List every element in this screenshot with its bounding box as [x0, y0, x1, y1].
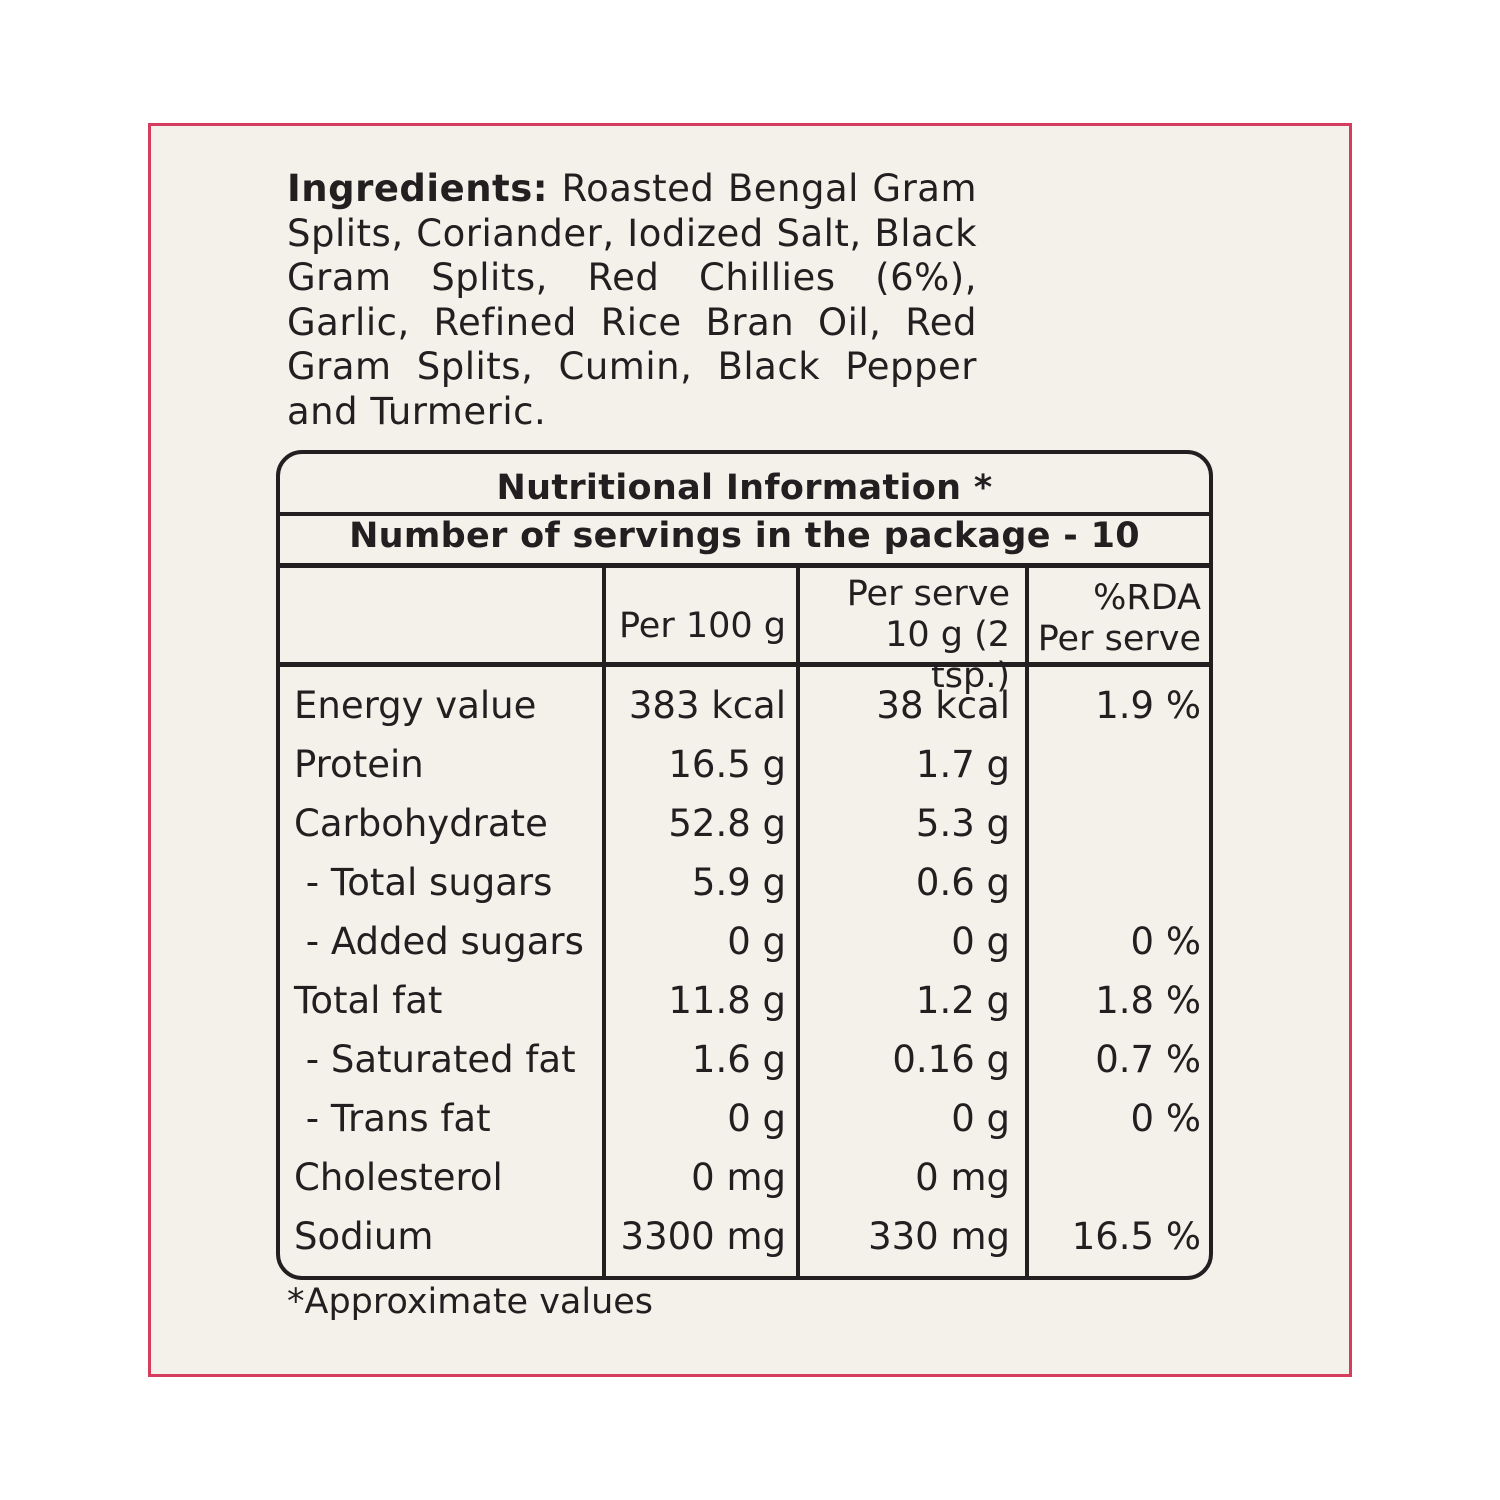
- per-100g-value: 0 g: [727, 1097, 786, 1140]
- rda-value: 1.8 %: [1095, 979, 1201, 1022]
- column-header-per-serve: Per serve 10 g (2 tsp.): [800, 574, 1010, 697]
- per-serve-value: 38 kcal: [876, 684, 1010, 727]
- rda-value: 16.5 %: [1071, 1215, 1201, 1258]
- per-serve-value: 0.6 g: [915, 861, 1010, 904]
- column-header-per-serve-line1: Per serve: [846, 574, 1010, 614]
- per-100g-value: 16.5 g: [668, 743, 786, 786]
- column-header-rda-line2: Per serve: [1037, 619, 1201, 659]
- per-100g-value: 11.8 g: [668, 979, 786, 1022]
- per-serve-value: 330 mg: [868, 1215, 1010, 1258]
- column-divider: [602, 568, 606, 1276]
- footnote: *Approximate values: [287, 1282, 654, 1322]
- rda-value: 0 %: [1130, 1097, 1201, 1140]
- nutrient-name: - Trans fat: [294, 1097, 491, 1140]
- per-100g-value: 3300 mg: [620, 1215, 786, 1258]
- column-header-rda-line1: %RDA: [1093, 578, 1201, 618]
- nutrient-name: - Total sugars: [294, 861, 553, 904]
- per-serve-value: 1.2 g: [915, 979, 1010, 1022]
- ingredients-block: Ingredients: Roasted Bengal Gram Splits,…: [287, 167, 977, 434]
- per-serve-value: 5.3 g: [915, 802, 1010, 845]
- per-100g-value: 383 kcal: [628, 684, 786, 727]
- divider: [280, 563, 1209, 568]
- divider: [280, 662, 1209, 667]
- column-header-per-100g: Per 100 g: [618, 606, 786, 646]
- nutrient-name: Cholesterol: [294, 1156, 503, 1199]
- per-serve-value: 0 g: [951, 1097, 1010, 1140]
- per-serve-value: 0 g: [951, 920, 1010, 963]
- nutrition-table: Nutritional Information * Number of serv…: [276, 450, 1213, 1280]
- per-serve-value: 1.7 g: [915, 743, 1010, 786]
- column-header-rda: %RDA Per serve: [1029, 578, 1201, 660]
- servings-count: Number of servings in the package - 10: [349, 516, 1140, 556]
- nutrient-name: Protein: [294, 743, 424, 786]
- nutrient-name: - Saturated fat: [294, 1038, 576, 1081]
- nutrient-name: Sodium: [294, 1215, 434, 1258]
- rda-value: 1.9 %: [1095, 684, 1201, 727]
- ingredients-text: Roasted Bengal Gram Splits, Coriander, I…: [287, 167, 977, 433]
- per-100g-value: 1.6 g: [691, 1038, 786, 1081]
- per-100g-value: 0 g: [727, 920, 786, 963]
- nutrition-title: Nutritional Information *: [496, 468, 993, 508]
- per-serve-value: 0 mg: [915, 1156, 1010, 1199]
- nutrient-name: - Added sugars: [294, 920, 584, 963]
- column-divider: [1025, 568, 1029, 1276]
- per-100g-value: 0 mg: [691, 1156, 786, 1199]
- nutrient-name: Total fat: [294, 979, 443, 1022]
- rda-value: 0.7 %: [1095, 1038, 1201, 1081]
- per-serve-value: 0.16 g: [892, 1038, 1010, 1081]
- label-panel: [148, 123, 1352, 1377]
- ingredients-label: Ingredients:: [287, 167, 549, 210]
- divider: [280, 512, 1209, 516]
- nutrient-name: Energy value: [294, 684, 537, 727]
- per-100g-value: 52.8 g: [668, 802, 786, 845]
- column-divider: [796, 568, 800, 1276]
- nutrient-name: Carbohydrate: [294, 802, 548, 845]
- rda-value: 0 %: [1130, 920, 1201, 963]
- per-100g-value: 5.9 g: [691, 861, 786, 904]
